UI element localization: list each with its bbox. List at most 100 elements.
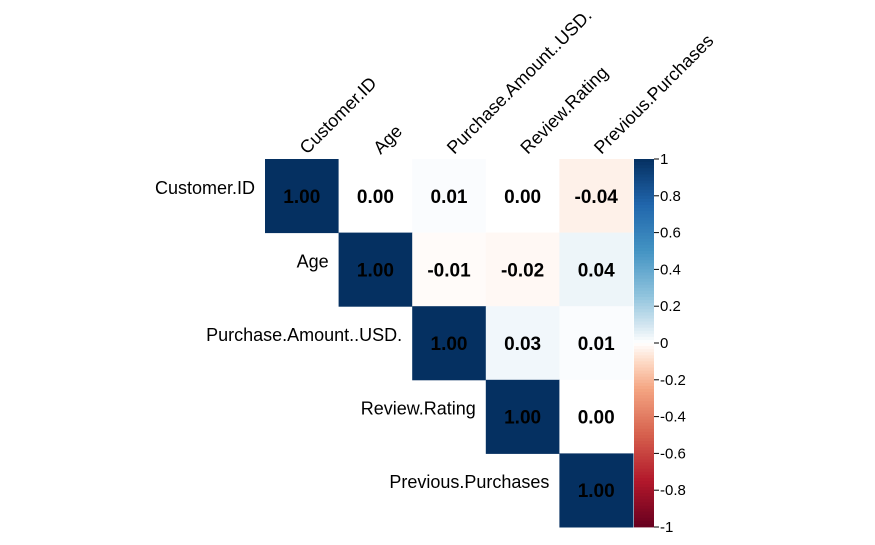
colorbar-segment: [634, 180, 654, 184]
heatmap-cells: [265, 159, 634, 528]
colorbar-segment: [634, 290, 654, 295]
colorbar-segment: [634, 413, 654, 417]
heatmap-cell: [485, 232, 560, 307]
colorbar-segment: [634, 159, 654, 163]
colorbar-segment: [634, 205, 654, 209]
colorbar-segment: [634, 493, 654, 497]
colorbar-segment: [634, 201, 654, 206]
colorbar: 1 0.8 0.6 0.4 0.2 0 -0.2 -0.4 -0.6 -0.8 -1: [634, 151, 686, 536]
colorbar-segment: [634, 352, 654, 356]
colorbar-segment: [634, 186, 654, 191]
colorbar-segment: [634, 315, 654, 319]
colorbar-segment: [634, 523, 654, 528]
colorbar-segment: [634, 269, 654, 273]
colorbar-segment: [634, 229, 654, 233]
colorbar-segment: [634, 395, 654, 399]
colorbar-segment: [634, 367, 654, 371]
colorbar-segment: [634, 373, 654, 378]
colorbar-segment: [634, 318, 654, 322]
colorbar-segment: [634, 263, 654, 267]
colorbar-segment: [634, 517, 654, 522]
colorbar-segment: [634, 382, 654, 387]
colorbar-segment: [634, 284, 654, 289]
colorbar-segment: [634, 336, 654, 341]
colorbar-segment: [634, 168, 654, 172]
colorbar-segment: [634, 339, 654, 344]
colorbar-segment: [634, 177, 654, 181]
colorbar-segment: [634, 162, 654, 166]
colorbar-segment: [634, 435, 654, 439]
row-label: Previous.Purchases: [389, 472, 549, 492]
colorbar-segment: [634, 379, 654, 384]
colorbar-segment: [634, 309, 654, 313]
colorbar-tick-label: 1: [660, 151, 668, 168]
colorbar-segment: [634, 459, 654, 463]
heatmap-cell: [559, 159, 634, 234]
colorbar-segment: [634, 474, 654, 479]
colorbar-segment: [634, 385, 654, 390]
heatmap-cell: [559, 453, 634, 528]
colorbar-segment: [634, 404, 654, 408]
colorbar-segment: [634, 220, 654, 224]
colorbar-segment: [634, 217, 654, 221]
heatmap-cell: [412, 306, 487, 381]
cell-value-label: 1.00: [504, 408, 541, 429]
colorbar-segment: [634, 484, 654, 488]
heatmap-cell: [412, 159, 487, 234]
colorbar-segment: [634, 321, 654, 325]
colorbar-segment: [634, 355, 654, 359]
colorbar-tick-label: -0.4: [660, 409, 686, 426]
colorbar-tick-label: -0.2: [660, 372, 686, 389]
colorbar-segment: [634, 419, 654, 424]
colorbar-segment: [634, 171, 654, 175]
colorbar-segment: [634, 514, 654, 519]
heatmap-cell: [412, 232, 487, 307]
colorbar-segment: [634, 520, 654, 525]
colorbar-segment: [634, 297, 654, 301]
colorbar-segment: [634, 511, 654, 516]
colorbar-tick-label: 0.2: [660, 298, 681, 315]
colorbar-segment: [634, 195, 654, 200]
colorbar-segment: [634, 490, 654, 494]
colorbar-segment: [634, 441, 654, 445]
colorbar-segment: [634, 416, 654, 421]
colorbar-segment: [634, 327, 654, 332]
column-label: Age: [369, 121, 406, 158]
colorbar-segment: [634, 247, 654, 252]
colorbar-segment: [634, 401, 654, 405]
colorbar-segment: [634, 453, 654, 457]
heatmap-cell: [559, 232, 634, 307]
cell-value-label: 1.00: [357, 260, 394, 281]
colorbar-segment: [634, 208, 654, 212]
colorbar-segment: [634, 174, 654, 178]
heatmap-cell: [265, 159, 340, 234]
row-label: Review.Rating: [361, 399, 476, 419]
colorbar-segment: [634, 293, 654, 298]
colorbar-segment: [634, 198, 654, 203]
cell-value-label: 0.00: [357, 187, 394, 208]
colorbar-segment: [634, 481, 654, 485]
cell-value-label: 0.00: [504, 187, 541, 208]
colorbar-segment: [634, 278, 654, 283]
colorbar-segment: [634, 226, 654, 230]
cell-value-label: 0.01: [431, 187, 468, 208]
cell-value-label: -0.02: [501, 260, 544, 281]
colorbar-segment: [634, 238, 654, 243]
colorbar-tick-label: 0: [660, 335, 668, 352]
colorbar-segment: [634, 431, 654, 436]
row-label: Purchase.Amount..USD.: [206, 325, 402, 345]
colorbar-segment: [634, 370, 654, 375]
colorbar-segment: [634, 376, 654, 381]
colorbar-segment: [634, 306, 654, 310]
colorbar-segment: [634, 410, 654, 414]
heatmap-cell-labels: 1.00 0.00 0.01 0.00 -0.04 1.00 -0.01 -0.02 0.04 1…: [283, 187, 618, 502]
colorbar-segment: [634, 281, 654, 286]
colorbar-segment: [634, 425, 654, 430]
colorbar-segment: [634, 508, 654, 513]
colorbar-segment: [634, 462, 654, 467]
colorbar-tick-label: -1: [660, 519, 673, 536]
colorbar-tick-label: -0.6: [660, 445, 686, 462]
colorbar-segment: [634, 251, 654, 255]
colorbar-segment: [634, 303, 654, 307]
